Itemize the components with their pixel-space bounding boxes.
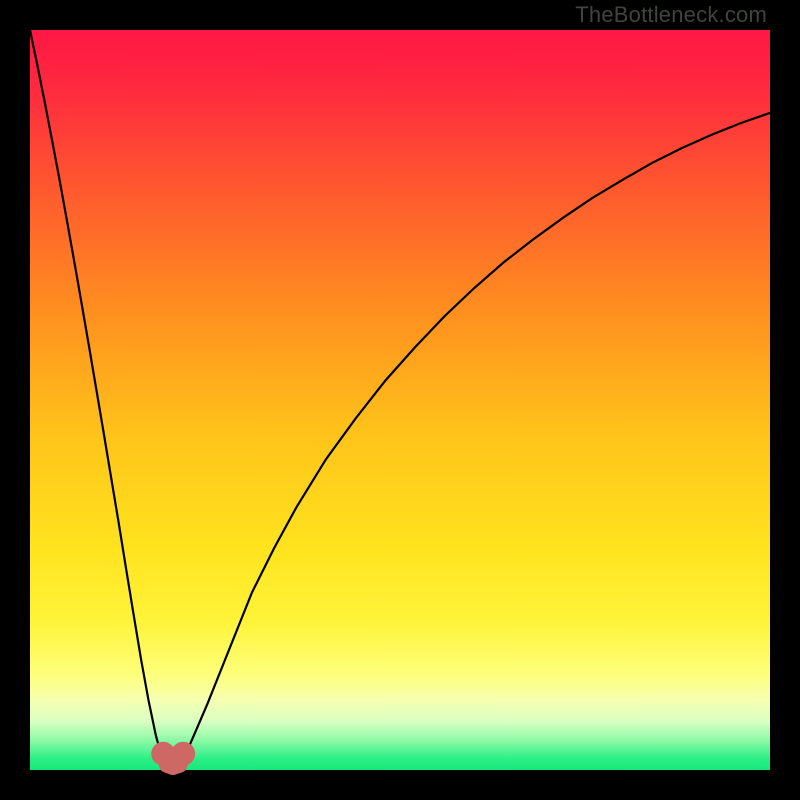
plot-area	[30, 30, 770, 770]
bottom-marker-1	[171, 742, 195, 766]
curve-left	[30, 30, 165, 761]
watermark-text: TheBottleneck.com	[575, 2, 767, 28]
curve-layer	[30, 30, 770, 770]
chart-frame: TheBottleneck.com	[0, 0, 800, 800]
curve-right	[180, 113, 770, 761]
